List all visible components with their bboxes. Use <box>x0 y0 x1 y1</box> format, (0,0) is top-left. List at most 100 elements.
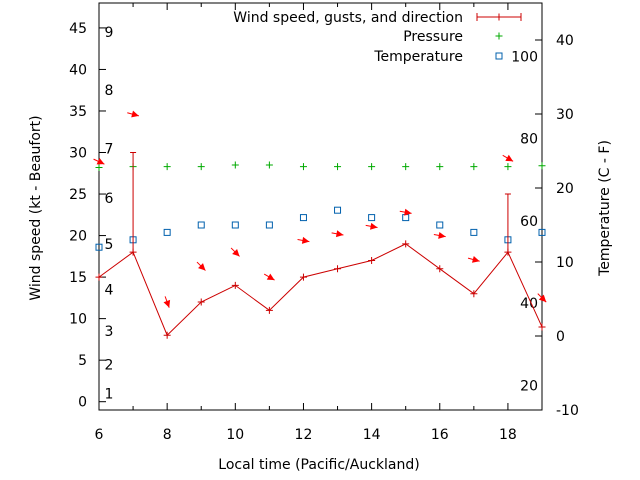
wind-speed-point <box>163 331 171 339</box>
wind-direction-arrow-head <box>131 110 139 118</box>
wind-series <box>95 152 546 339</box>
beaufort-label: 5 <box>105 237 114 253</box>
beaufort-label: 3 <box>105 324 114 340</box>
y-axis-title: Wind speed (kt - Beaufort) <box>28 115 44 300</box>
y2-axis-title: Temperature (C - F) <box>597 140 613 277</box>
y-tick-label: 15 <box>69 270 87 286</box>
y-tick-label: 35 <box>69 104 87 120</box>
wind-direction-arrow-head <box>471 256 480 263</box>
y2-tick-label: 0 <box>556 329 565 345</box>
x-tick-label: 14 <box>363 427 381 443</box>
wind-direction-arrow-head <box>335 230 344 238</box>
y-tick-label: 5 <box>78 353 87 369</box>
y-tick-label: 40 <box>69 62 87 78</box>
pressure-point <box>402 163 410 171</box>
x-tick-label: 6 <box>95 427 104 443</box>
pressure-point <box>197 163 205 171</box>
wind-direction-arrow <box>502 154 514 162</box>
temperature-point <box>470 228 478 236</box>
beaufort-label: 6 <box>105 191 114 207</box>
x-tick-label: 16 <box>431 427 449 443</box>
wind-direction-arrow-head <box>370 222 378 230</box>
wind-direction-arrow-head <box>198 263 206 271</box>
wind-direction-arrow <box>196 261 206 271</box>
pressure-point <box>436 163 444 171</box>
temperature-point <box>368 214 376 222</box>
y2-tick-label: 30 <box>556 107 574 123</box>
beaufort-label: 4 <box>105 283 114 299</box>
beaufort-label: 7 <box>105 141 114 157</box>
wind-speed-point <box>368 256 376 264</box>
wind-speed-line <box>98 243 543 337</box>
beaufort-label: 1 <box>105 386 114 402</box>
wind-speed-point <box>95 273 103 281</box>
wind-direction-arrow-head <box>404 208 412 216</box>
wind-speed-point <box>334 265 342 273</box>
y2-tick-label: 10 <box>556 255 574 271</box>
fahrenheit-label: 100 <box>511 49 538 65</box>
y-tick-label: 10 <box>69 312 87 328</box>
y2-tick-label: 20 <box>556 181 574 197</box>
wind-direction-arrow <box>297 236 310 244</box>
wind-direction-arrow-head <box>538 294 547 303</box>
fahrenheit-label: 80 <box>520 132 538 148</box>
beaufort-labels: 1 2 3 4 5 6 7 8 9 <box>105 25 114 402</box>
wind-direction-arrow <box>263 273 275 281</box>
y-tick-label: 30 <box>69 146 87 162</box>
fahrenheit-label: 20 <box>520 378 538 394</box>
y-tick-label: 0 <box>78 395 87 411</box>
legend-sample-wind <box>476 13 522 21</box>
x-tick-label: 10 <box>226 427 244 443</box>
wind-direction-arrow-head <box>301 236 310 244</box>
fahrenheit-label: 60 <box>520 214 538 230</box>
pressure-point <box>504 163 512 171</box>
legend-sample-temperature <box>495 52 503 60</box>
y-tick-label: 45 <box>69 21 87 37</box>
wind-direction-arrow <box>127 110 140 118</box>
wind-gust-bar <box>130 152 137 253</box>
axis-ticks: 6 8 10 12 14 16 18051015202530354045-100102030… <box>69 3 579 443</box>
legend-sample-pressure <box>495 32 503 40</box>
pressure-point <box>163 163 171 171</box>
temperature-series <box>95 206 546 251</box>
legend: Wind speed, gusts, and direction Pressur… <box>233 10 522 65</box>
temperature-point <box>197 221 205 229</box>
wind-speed-point <box>197 298 205 306</box>
beaufort-label: 8 <box>105 83 114 99</box>
wind-direction-arrow <box>537 293 547 303</box>
wind-speed-point <box>538 323 546 331</box>
y2-tick-label: -10 <box>556 403 579 419</box>
temperature-point <box>265 221 273 229</box>
x-axis-title: Local time (Pacific/Auckland) <box>218 457 419 473</box>
y-tick-label: 20 <box>69 229 87 245</box>
wind-direction-arrow <box>433 231 446 239</box>
temperature-point <box>163 228 171 236</box>
legend-label-wind: Wind speed, gusts, and direction <box>233 10 463 26</box>
wind-direction-arrow-head <box>266 273 275 281</box>
temperature-point <box>95 243 103 251</box>
wind-speed-point <box>402 240 410 248</box>
wind-speed-point <box>231 281 239 289</box>
wind-direction-arrow-head <box>163 299 171 308</box>
wind-direction-arrow-head <box>232 249 240 257</box>
wind-direction-arrow-head <box>96 158 105 165</box>
wind-direction-arrow <box>467 256 480 263</box>
wind-direction-arrow <box>93 158 105 165</box>
beaufort-label: 9 <box>105 25 114 41</box>
pressure-point <box>368 163 376 171</box>
pressure-point <box>299 163 307 171</box>
wind-direction-arrow <box>230 247 240 257</box>
wind-direction-arrow-head <box>438 231 446 239</box>
legend-label-pressure: Pressure <box>403 29 463 45</box>
temperature-point <box>436 221 444 229</box>
temperature-point <box>299 214 307 222</box>
pressure-point <box>470 163 478 171</box>
beaufort-label: 2 <box>105 357 114 373</box>
pressure-point <box>265 161 273 169</box>
wind-speed-point <box>436 265 444 273</box>
wind-direction-arrow <box>399 208 412 216</box>
wind-direction-arrows <box>93 110 547 308</box>
pressure-point <box>538 162 546 170</box>
